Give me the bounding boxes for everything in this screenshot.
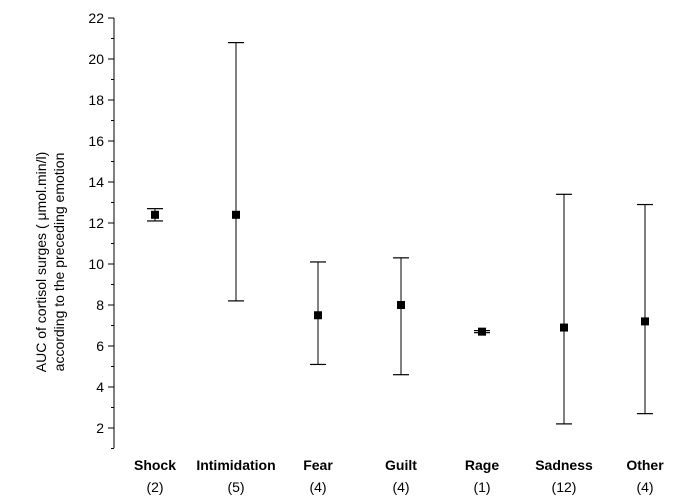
- y-tick-label: 10: [88, 256, 104, 272]
- y-tick-label: 16: [88, 133, 104, 149]
- chart-marks: [147, 41, 653, 425]
- category-count-label: (12): [552, 479, 577, 495]
- y-tick-label: 2: [96, 420, 104, 436]
- mean-marker: [560, 323, 568, 332]
- y-tick-label: 20: [88, 51, 104, 67]
- data-point-sadness: [556, 193, 572, 425]
- category-label: Sadness: [535, 457, 593, 473]
- category-count-label: (4): [392, 479, 409, 495]
- data-point-guilt: [393, 257, 409, 376]
- mean-marker: [151, 210, 159, 219]
- y-tick-label: 8: [96, 297, 104, 313]
- y-tick-label: 4: [96, 379, 104, 395]
- y-tick-label: 14: [88, 174, 104, 190]
- category-label: Other: [626, 457, 664, 473]
- category-label: Shock: [134, 457, 176, 473]
- data-point-other: [637, 203, 653, 415]
- y-tick-label: 18: [88, 92, 104, 108]
- y-axis: 2 4 6 8 10 12 14 16 18 20 22: [88, 10, 115, 449]
- mean-marker: [397, 301, 405, 309]
- mean-marker: [232, 210, 240, 219]
- data-point-rage: [474, 327, 490, 336]
- category-label: Rage: [465, 457, 499, 473]
- y-axis-title-line1: AUC of cortisol surges ( μmol.min/l): [33, 152, 49, 372]
- category-label: Guilt: [385, 457, 417, 473]
- mean-marker: [478, 327, 486, 336]
- category-label: Intimidation: [196, 457, 275, 473]
- category-label: Fear: [303, 457, 333, 473]
- data-point-shock: [147, 208, 163, 222]
- y-tick-label: 12: [88, 215, 104, 231]
- category-count-label: (4): [636, 479, 653, 495]
- y-tick-label: 22: [88, 10, 104, 26]
- data-point-intimidation: [228, 41, 244, 302]
- mean-marker: [314, 311, 322, 320]
- x-axis-labels: Shock (2) Intimidation (5) Fear (4) Guilt (4) Ra…: [134, 457, 664, 495]
- category-count-label: (1): [473, 479, 490, 495]
- category-count-label: (5): [227, 479, 244, 495]
- category-count-label: (4): [309, 479, 326, 495]
- data-point-fear: [310, 261, 326, 366]
- y-axis-title-line2: according to the preceding emotion: [51, 153, 67, 372]
- y-tick-label: 6: [96, 338, 104, 354]
- category-count-label: (2): [146, 479, 163, 495]
- mean-marker: [641, 317, 649, 326]
